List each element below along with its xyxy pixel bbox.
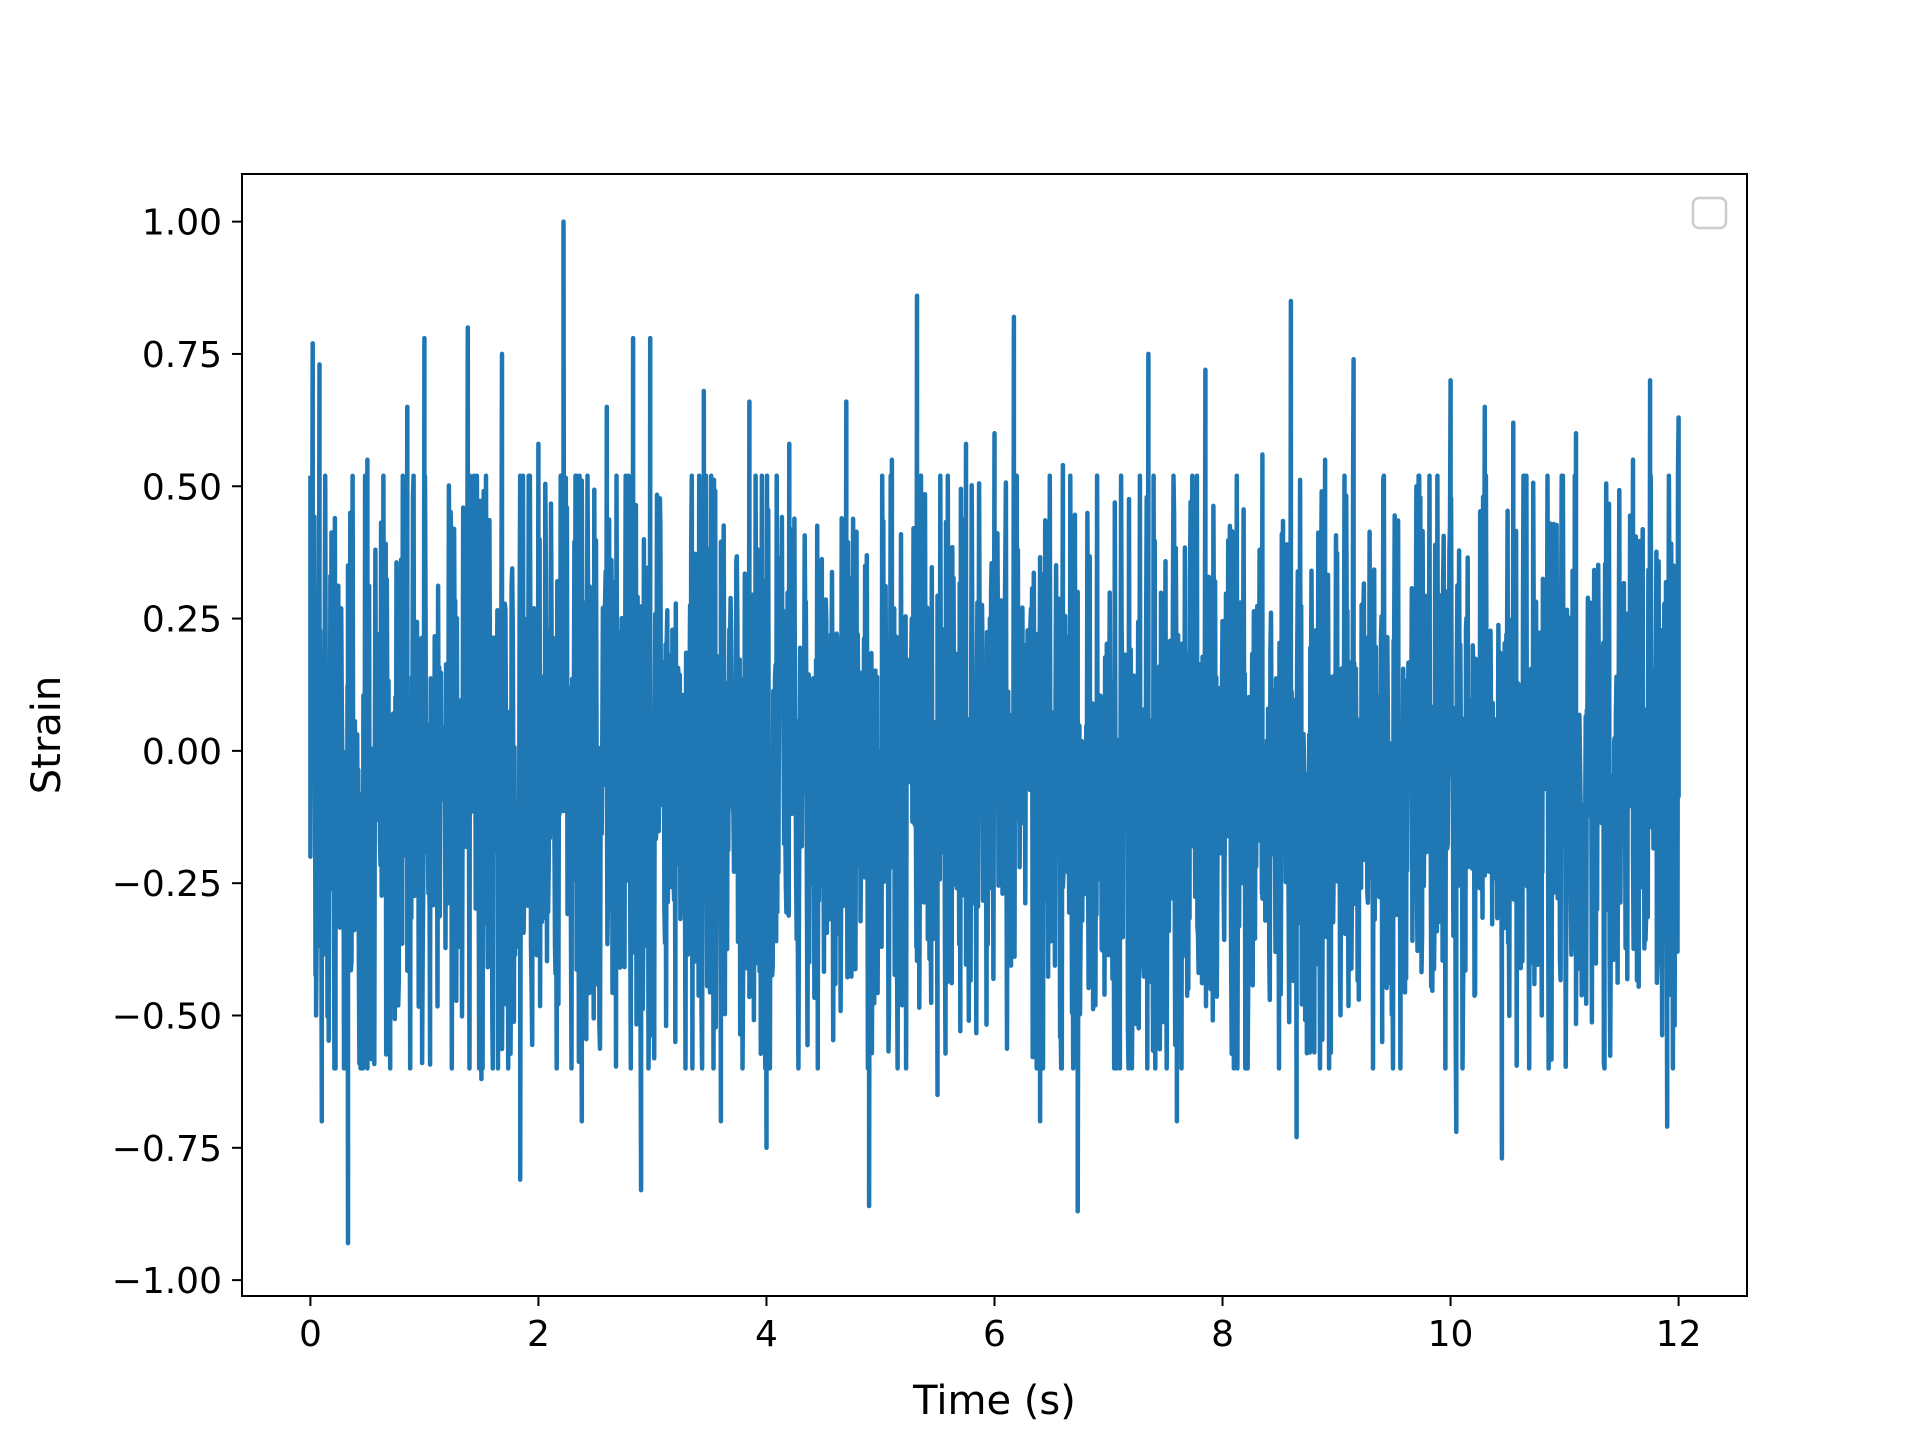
x-tick-label: 2 xyxy=(527,1314,550,1355)
y-axis: 1.00 0.75 0.50 0.25 0.00 −0.25 −0.50 −0.75 −1.00 xyxy=(112,203,242,1302)
strain-series-line xyxy=(308,219,1681,1246)
y-tick-label: 1.00 xyxy=(142,203,222,244)
x-tick-label: 12 xyxy=(1656,1314,1702,1355)
x-tick-label: 0 xyxy=(299,1314,322,1355)
legend-box xyxy=(1691,196,1728,230)
x-tick-label: 10 xyxy=(1428,1314,1474,1355)
x-tick-label: 4 xyxy=(755,1314,778,1355)
y-tick-label: −0.75 xyxy=(112,1129,222,1170)
y-tick-label: 0.25 xyxy=(142,600,222,641)
series-layer xyxy=(308,219,1681,1246)
y-tick-label: 0.00 xyxy=(142,732,222,773)
y-tick-label: −1.00 xyxy=(112,1261,222,1302)
y-tick-label: −0.25 xyxy=(112,864,222,905)
y-tick-label: 0.50 xyxy=(142,467,222,508)
x-axis-label: Time (s) xyxy=(912,1378,1076,1424)
x-tick-label: 8 xyxy=(1211,1314,1234,1355)
x-axis: 0 2 4 6 8 10 12 xyxy=(299,1296,1702,1355)
y-tick-label: 0.75 xyxy=(142,335,222,376)
x-tick-label: 6 xyxy=(983,1314,1006,1355)
y-tick-label: −0.50 xyxy=(112,997,222,1038)
y-axis-label: Strain xyxy=(24,676,70,795)
